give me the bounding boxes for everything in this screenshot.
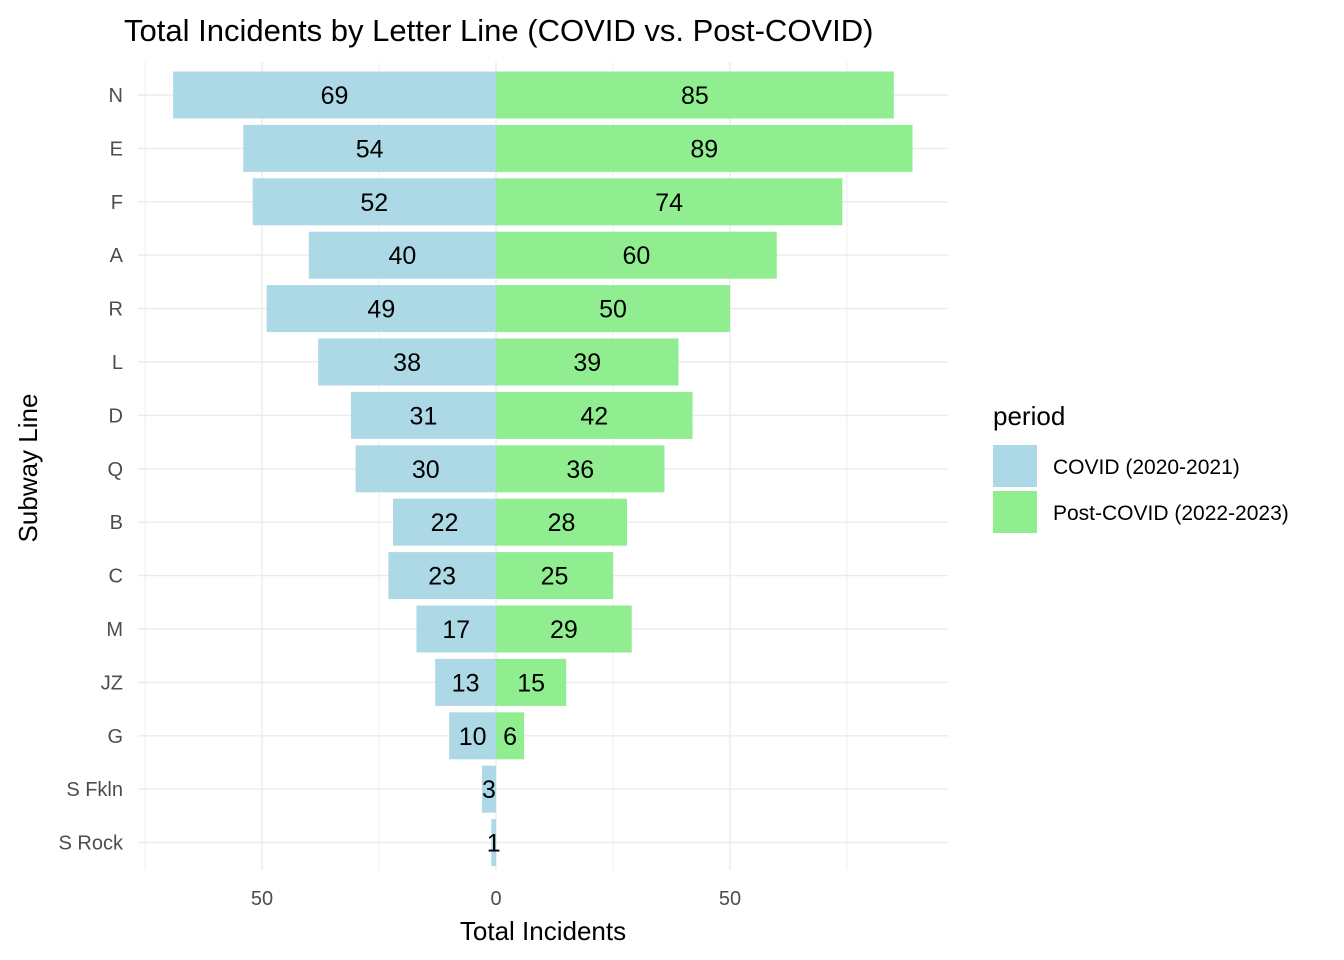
bar-post-covid-f xyxy=(496,178,843,226)
bar-value-label: 36 xyxy=(566,456,594,484)
x-axis-ticks: 50 0 50 xyxy=(251,888,741,910)
bar-value-label: 29 xyxy=(550,616,578,644)
y-axis-ticks: N E F A R L D Q B C M JZ G S Fkln S Rock xyxy=(59,85,124,855)
bar-covid-l xyxy=(318,338,496,386)
bar-post-covid-g xyxy=(496,712,525,760)
legend-label: COVID (2020-2021) xyxy=(1053,456,1240,479)
y-tick-label: JZ xyxy=(101,672,123,694)
bar-covid-g xyxy=(449,712,496,760)
y-tick-label: R xyxy=(109,299,123,321)
legend-title: period xyxy=(993,401,1065,431)
bar-covid-b xyxy=(393,498,496,546)
x-tick-label: 50 xyxy=(719,888,741,910)
bar-post-covid-r xyxy=(496,285,730,333)
bar-value-label: 74 xyxy=(655,189,683,217)
y-tick-label: L xyxy=(112,352,123,374)
bar-labels: 6954524049383130222317131031858974605039… xyxy=(321,82,719,858)
legend-key-covid xyxy=(993,445,1037,487)
bar-value-label: 28 xyxy=(548,509,576,537)
bar-covid-q xyxy=(355,445,496,493)
bar-covid-f xyxy=(252,178,496,226)
legend: period COVID (2020-2021) Post-COVID (2022… xyxy=(993,401,1289,533)
bar-value-label: 30 xyxy=(412,456,440,484)
bar-value-label: 1 xyxy=(487,830,501,858)
bar-value-label: 54 xyxy=(356,135,384,163)
y-tick-label: S Rock xyxy=(59,833,124,855)
bars xyxy=(173,71,913,867)
bar-post-covid-q xyxy=(496,445,665,493)
bar-value-label: 52 xyxy=(360,189,388,217)
y-tick-label: D xyxy=(109,405,123,427)
bar-value-label: 50 xyxy=(599,296,627,324)
bar-value-label: 17 xyxy=(442,616,470,644)
bar-covid-e xyxy=(243,124,496,172)
x-axis-title: Total Incidents xyxy=(460,916,626,946)
bar-post-covid-e xyxy=(496,124,913,172)
y-tick-label: B xyxy=(110,512,123,534)
y-tick-label: S Fkln xyxy=(66,779,123,801)
bar-post-covid-b xyxy=(496,498,628,546)
bar-value-label: 60 xyxy=(622,242,650,270)
bar-post-covid-c xyxy=(496,552,613,600)
bar-value-label: 85 xyxy=(681,82,709,110)
bar-post-covid-a xyxy=(496,231,777,279)
bar-post-covid-l xyxy=(496,338,679,386)
bar-post-covid-jz xyxy=(496,658,567,706)
bar-value-label: 39 xyxy=(573,349,601,377)
bar-value-label: 31 xyxy=(410,402,438,430)
bar-covid-jz xyxy=(435,658,496,706)
bar-value-label: 42 xyxy=(580,402,608,430)
bar-value-label: 49 xyxy=(367,296,395,324)
y-tick-label: G xyxy=(107,726,123,748)
bar-post-covid-d xyxy=(496,391,693,439)
y-tick-label: E xyxy=(110,138,123,160)
x-tick-label: 50 xyxy=(251,888,273,910)
bar-covid-s-fkln xyxy=(481,765,496,813)
bar-covid-r xyxy=(266,285,496,333)
y-tick-label: Q xyxy=(107,459,123,481)
bar-post-covid-m xyxy=(496,605,632,653)
bar-covid-d xyxy=(350,391,496,439)
x-tick-label: 0 xyxy=(490,888,501,910)
y-tick-label: C xyxy=(109,566,123,588)
bar-covid-n xyxy=(173,71,496,119)
bar-value-label: 3 xyxy=(482,776,496,804)
y-tick-label: N xyxy=(109,85,123,107)
bar-value-label: 25 xyxy=(541,563,569,591)
bar-value-label: 23 xyxy=(428,563,456,591)
bar-value-label: 15 xyxy=(517,669,545,697)
bar-value-label: 69 xyxy=(321,82,349,110)
y-tick-label: A xyxy=(110,245,124,267)
y-tick-label: M xyxy=(106,619,123,641)
legend-label: Post-COVID (2022-2023) xyxy=(1053,502,1289,525)
bar-covid-c xyxy=(388,552,496,600)
bar-covid-m xyxy=(416,605,496,653)
bar-value-label: 89 xyxy=(690,135,718,163)
bar-value-label: 10 xyxy=(459,723,487,751)
bar-post-covid-n xyxy=(496,71,894,119)
y-axis-title: Subway Line xyxy=(13,394,43,543)
bar-value-label: 22 xyxy=(431,509,459,537)
bar-value-label: 38 xyxy=(393,349,421,377)
bar-covid-s-rock xyxy=(491,819,496,867)
y-tick-label: F xyxy=(111,192,123,214)
bar-value-label: 6 xyxy=(503,723,517,751)
bar-value-label: 13 xyxy=(452,669,480,697)
bar-covid-a xyxy=(308,231,496,279)
chart-title: Total Incidents by Letter Line (COVID vs… xyxy=(124,13,873,48)
bar-value-label: 40 xyxy=(388,242,416,270)
legend-key-post-covid xyxy=(993,491,1037,533)
